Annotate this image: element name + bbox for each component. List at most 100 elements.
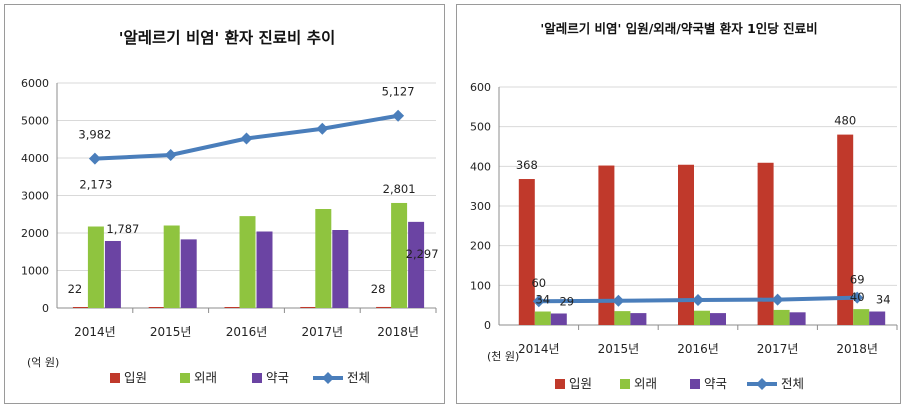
x-category-label: 2018년 — [836, 342, 878, 356]
chart-panel-per-capita-cost: '알레르기 비염' 입원/외래/약국별 환자 1인당 진료비 0 100 200 300… — [456, 4, 901, 404]
data-label: 5,127 — [382, 85, 415, 99]
legend-swatch-약국 — [690, 379, 700, 389]
line-marker-2014년 — [532, 295, 545, 308]
legend-label: 약국 — [704, 376, 727, 391]
legend-label: 전체 — [347, 370, 370, 385]
bar-약국-2018년 — [408, 221, 425, 308]
line-marker-2015년 — [612, 294, 625, 307]
bar-약국-2018년 — [869, 311, 886, 325]
bar-입원-2014년 — [518, 179, 535, 325]
y-tick-label: 100 — [470, 279, 491, 292]
y-tick-label: 1000 — [21, 265, 49, 278]
legend-swatch-외래 — [620, 379, 630, 389]
legend-label: 약국 — [266, 370, 289, 385]
data-label: 1,787 — [106, 222, 139, 236]
bar-외래-2014년 — [87, 226, 104, 308]
y-tick-label: 0 — [484, 319, 491, 332]
chart-per-capita-cost-svg: '알레르기 비염' 입원/외래/약국별 환자 1인당 진료비 0 100 200 300… — [470, 21, 898, 391]
chart-total-cost-svg: '알레르기 비염' 환자 진료비 추이 0 1000 2000 3000 4000 5000… — [21, 28, 439, 385]
line-marker-2015년 — [164, 149, 177, 161]
y-tick-label: 4000 — [21, 152, 49, 165]
bar-입원-2017년 — [757, 162, 774, 325]
x-category-label: 2014년 — [518, 342, 560, 356]
x-category-label: 2015년 — [150, 325, 192, 339]
line-marker-2017년 — [316, 122, 329, 135]
chart-panel-total-cost: '알레르기 비염' 환자 진료비 추이 0 1000 2000 3000 4000 5000… — [4, 4, 445, 404]
bar-외래-2016년 — [239, 216, 256, 308]
legend-swatch-외래 — [180, 373, 190, 383]
bar-입원-2018년 — [837, 134, 854, 325]
line-marker-2016년 — [240, 132, 253, 145]
data-label: 29 — [559, 294, 574, 308]
y-tick-label: 300 — [470, 200, 491, 213]
bar-약국-2016년 — [710, 313, 726, 325]
y-tick-label: 0 — [42, 302, 49, 315]
x-category-label: 2017년 — [302, 325, 344, 339]
bar-외래-2017년 — [773, 309, 790, 325]
line-marker-2014년 — [88, 152, 101, 165]
data-label: 28 — [371, 282, 386, 296]
legend-swatch-입원 — [110, 373, 120, 383]
bar-약국-2016년 — [256, 231, 273, 308]
bar-외래-2014년 — [534, 311, 551, 325]
data-label: 2,173 — [79, 178, 112, 192]
y-tick-label: 2000 — [21, 227, 49, 240]
bar-외래-2016년 — [694, 310, 710, 325]
bar-약국-2017년 — [332, 230, 349, 308]
legend-label: 입원 — [124, 370, 147, 385]
bar-약국-2015년 — [180, 239, 197, 308]
unit-label: (억 원) — [27, 356, 59, 369]
y-tick-label: 400 — [470, 160, 491, 173]
bar-입원-2015년 — [598, 165, 615, 325]
x-category-label: 2018년 — [377, 325, 419, 339]
x-category-label: 2017년 — [757, 342, 799, 356]
bar-약국-2015년 — [630, 313, 647, 325]
legend-label: 전체 — [781, 376, 804, 391]
y-tick-label: 600 — [470, 81, 491, 94]
legend-swatch-약국 — [252, 373, 262, 383]
legend-marker-전체 — [756, 378, 768, 390]
bar-입원-2014년 — [72, 307, 89, 308]
bar-외래-2015년 — [163, 225, 180, 308]
bar-입원-2018년 — [376, 306, 393, 308]
legend-marker-전체 — [322, 372, 334, 384]
line-marker-2018년 — [392, 109, 405, 122]
data-label: 40 — [850, 290, 865, 304]
legend-label: 입원 — [569, 376, 592, 391]
y-tick-label: 200 — [470, 240, 491, 253]
x-category-label: 2016년 — [677, 342, 719, 356]
data-label: 368 — [516, 158, 538, 172]
data-label: 480 — [834, 114, 856, 128]
bar-약국-2017년 — [789, 312, 806, 325]
bar-약국-2014년 — [550, 313, 567, 325]
x-category-label: 2014년 — [74, 325, 116, 339]
legend-swatch-입원 — [555, 379, 565, 389]
x-category-label: 2015년 — [598, 342, 640, 356]
y-tick-label: 6000 — [21, 77, 49, 90]
bar-외래-2015년 — [614, 311, 631, 325]
bar-약국-2014년 — [104, 240, 121, 308]
legend-label: 외래 — [634, 376, 657, 391]
chart-title: '알레르기 비염' 입원/외래/약국별 환자 1인당 진료비 — [540, 21, 817, 36]
data-label: 2,297 — [406, 247, 439, 261]
line-marker-2018년 — [851, 291, 864, 304]
legend-label: 외래 — [194, 370, 217, 385]
y-tick-label: 3000 — [21, 190, 49, 203]
data-label: 2,801 — [383, 182, 416, 196]
data-label: 60 — [531, 276, 546, 290]
bar-외래-2018년 — [853, 309, 870, 325]
line-marker-2016년 — [692, 294, 704, 307]
bar-외래-2018년 — [391, 202, 408, 308]
y-tick-label: 5000 — [21, 115, 49, 128]
data-label: 3,982 — [78, 128, 111, 142]
x-category-label: 2016년 — [226, 325, 268, 339]
data-label: 22 — [68, 282, 83, 296]
data-label: 34 — [876, 293, 891, 307]
unit-label: (천 원) — [487, 349, 519, 363]
bar-외래-2017년 — [315, 209, 332, 308]
bar-입원-2016년 — [224, 307, 241, 308]
bar-입원-2017년 — [300, 306, 317, 308]
data-label: 34 — [535, 293, 550, 307]
bar-입원-2015년 — [148, 307, 165, 308]
y-tick-label: 500 — [470, 121, 491, 134]
